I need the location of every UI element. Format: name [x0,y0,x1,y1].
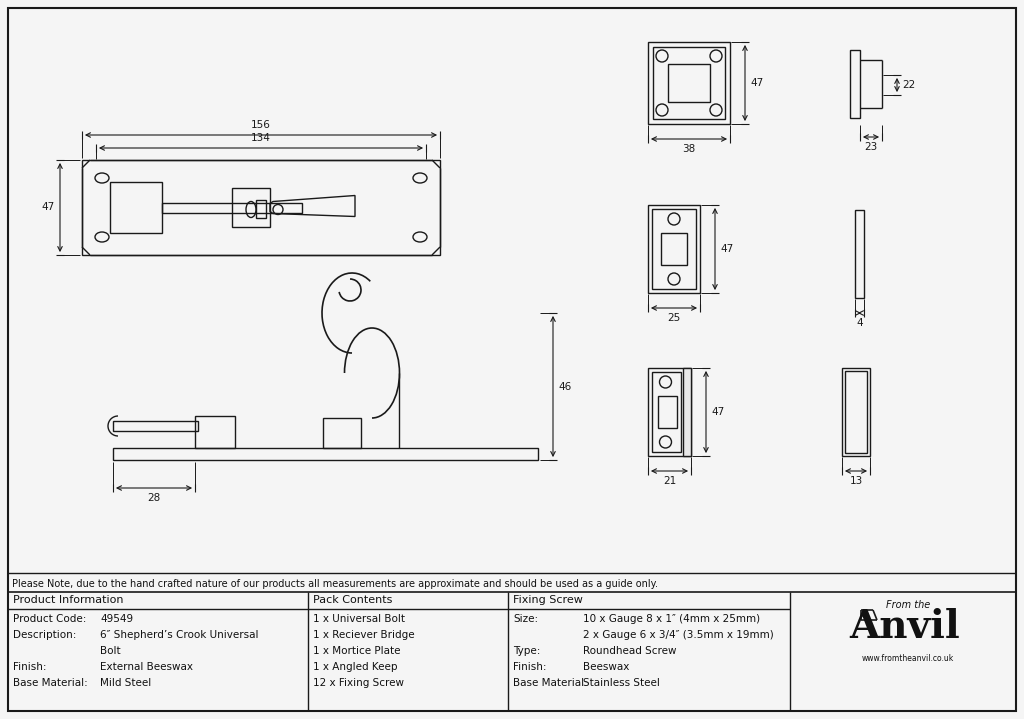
Text: Bolt: Bolt [100,646,121,656]
Text: 28: 28 [147,493,161,503]
Text: Anvil: Anvil [850,608,961,646]
Text: Base Material:: Base Material: [513,678,588,688]
Text: Finish:: Finish: [13,662,46,672]
Bar [845,371,867,453]
Text: Beeswax: Beeswax [583,662,630,672]
Bar [256,199,266,218]
Text: 156: 156 [251,120,271,130]
Bar [323,418,361,448]
Text: Mild Steel: Mild Steel [100,678,152,688]
Text: Stainless Steel: Stainless Steel [583,678,659,688]
Bar [113,421,198,431]
Text: 47: 47 [720,244,733,254]
Text: Pack Contents: Pack Contents [313,595,392,605]
Bar [110,182,162,233]
Bar [648,205,700,293]
Bar [8,592,1016,711]
Bar [162,203,302,213]
Text: Size:: Size: [513,614,539,624]
Text: 23: 23 [864,142,878,152]
Bar [855,210,864,298]
Text: 38: 38 [682,144,695,154]
Bar [683,368,691,456]
Bar [662,233,687,265]
Bar [113,448,538,460]
Bar [652,372,681,452]
Text: Product Code:: Product Code: [13,614,86,624]
Text: 47: 47 [711,407,724,417]
Text: Fixing Screw: Fixing Screw [513,595,583,605]
Bar [658,396,677,428]
Text: 2 x Gauge 6 x 3/4″ (3.5mm x 19mm): 2 x Gauge 6 x 3/4″ (3.5mm x 19mm) [583,630,774,640]
Text: 13: 13 [849,476,862,486]
Text: 46: 46 [558,382,571,392]
Text: Please Note, due to the hand crafted nature of our products all measurements are: Please Note, due to the hand crafted nat… [12,579,658,589]
Text: External Beeswax: External Beeswax [100,662,193,672]
Text: Product Information: Product Information [13,595,124,605]
Text: 47: 47 [750,78,763,88]
Text: 4: 4 [856,318,863,328]
Text: 1 x Universal Bolt: 1 x Universal Bolt [313,614,406,624]
Bar [648,368,691,456]
Text: 12 x Fixing Screw: 12 x Fixing Screw [313,678,404,688]
Text: From the: From the [886,600,930,610]
Bar [648,42,730,124]
Text: 1 x Reciever Bridge: 1 x Reciever Bridge [313,630,415,640]
Bar [82,160,440,255]
Text: 1 x Angled Keep: 1 x Angled Keep [313,662,397,672]
Bar [652,209,696,289]
Text: 22: 22 [902,80,915,90]
Text: 1 x Mortice Plate: 1 x Mortice Plate [313,646,400,656]
Bar [232,188,270,227]
Bar [842,368,870,456]
Bar [653,47,725,119]
Bar [195,416,234,448]
Text: 134: 134 [251,133,271,143]
Text: 6″ Shepherd’s Crook Universal: 6″ Shepherd’s Crook Universal [100,630,258,640]
Text: 21: 21 [663,476,676,486]
Text: www.fromtheanvil.co.uk: www.fromtheanvil.co.uk [862,654,954,663]
Text: 25: 25 [668,313,681,323]
Text: 10 x Gauge 8 x 1″ (4mm x 25mm): 10 x Gauge 8 x 1″ (4mm x 25mm) [583,614,760,624]
Bar [668,64,710,102]
Text: Base Material:: Base Material: [13,678,88,688]
Text: Roundhead Screw: Roundhead Screw [583,646,677,656]
Text: Type:: Type: [513,646,541,656]
Text: Description:: Description: [13,630,77,640]
Text: 49549: 49549 [100,614,133,624]
Bar [850,50,860,118]
Text: 47: 47 [42,203,55,213]
Text: Finish:: Finish: [513,662,547,672]
